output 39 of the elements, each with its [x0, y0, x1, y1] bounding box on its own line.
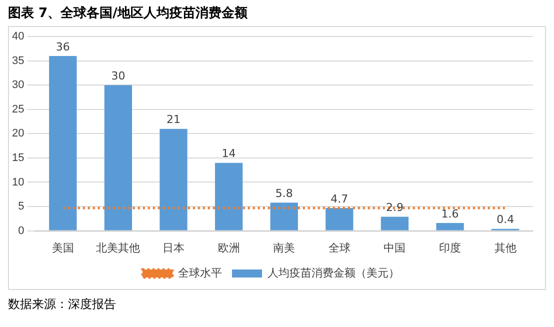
bar — [270, 202, 298, 230]
y-tick-label: 40 — [12, 30, 24, 43]
bar — [380, 216, 409, 230]
x-tick-label: 日本 — [162, 241, 185, 254]
legend-label: 全球水平 — [178, 266, 222, 280]
x-tick-label: 北美其他 — [96, 241, 140, 254]
legend-label: 人均疫苗消费金额（美元） — [268, 266, 400, 280]
data-label: 30 — [111, 70, 126, 83]
x-tick-label: 其他 — [494, 241, 516, 254]
y-tick-label: 15 — [12, 152, 24, 164]
data-label: 2.9 — [386, 201, 404, 214]
data-label: 36 — [56, 40, 70, 54]
source-note: 数据来源：深度报告 — [7, 296, 117, 313]
bar — [104, 85, 132, 230]
y-tick-label: 10 — [12, 176, 24, 188]
x-tick-label: 欧洲 — [218, 241, 240, 254]
y-tick-label: 5 — [18, 200, 24, 213]
bar — [49, 56, 77, 230]
x-tick-label: 中国 — [384, 241, 406, 254]
y-tick-label: 30 — [12, 79, 24, 92]
bar — [326, 208, 354, 230]
x-tick-label: 印度 — [439, 241, 462, 254]
x-tick-label: 全球 — [328, 241, 350, 254]
y-tick-label: 25 — [12, 103, 24, 116]
data-label: 0.4 — [496, 213, 514, 226]
bar — [436, 223, 464, 230]
x-tick-label: 南美 — [273, 241, 296, 254]
data-label: 21 — [166, 113, 181, 126]
bar — [160, 128, 188, 230]
y-tick-label: 35 — [12, 54, 24, 67]
y-tick-label: 20 — [12, 128, 24, 140]
y-tick-label: 0 — [18, 224, 24, 237]
x-tick-label: 美国 — [52, 241, 74, 254]
chart-title: 图表 7、全球各国/地区人均疫苗消费金额 — [7, 4, 248, 23]
data-label: 1.6 — [441, 207, 459, 220]
data-label: 4.7 — [330, 192, 348, 206]
bar — [214, 162, 243, 230]
data-label: 5.8 — [275, 187, 293, 200]
data-label: 14 — [222, 147, 236, 160]
